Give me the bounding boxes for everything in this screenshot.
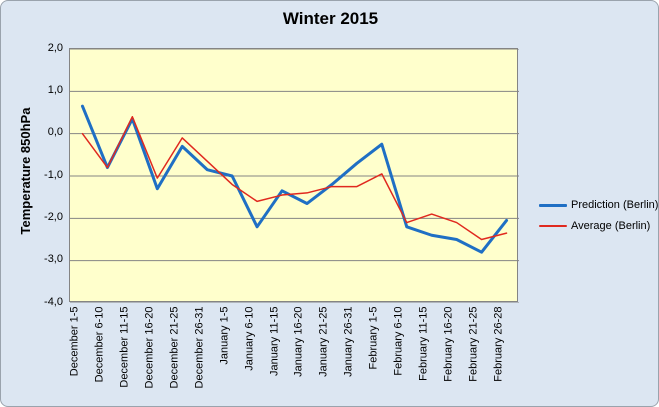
x-tick-label: February 6-10	[392, 306, 405, 376]
x-tick-label: January 21-25	[317, 306, 330, 377]
x-tick-label: February 1-5	[367, 306, 380, 370]
x-tick-label: December 21-25	[168, 306, 181, 389]
average-line-swatch	[539, 225, 567, 227]
y-tick-label: 2,0	[47, 41, 63, 54]
x-tick-label: January 6-10	[243, 306, 256, 371]
y-tick-label: -1,0	[44, 168, 63, 181]
prediction-line-swatch	[539, 203, 567, 207]
y-tick-label: 1,0	[47, 83, 63, 96]
legend: Prediction (Berlin) Average (Berlin)	[539, 199, 659, 241]
chart-title: Winter 2015	[282, 9, 379, 28]
y-tick-label: -2,0	[44, 210, 63, 223]
x-tick-label: January 26-31	[342, 306, 355, 377]
prediction-legend-label: Prediction (Berlin)	[571, 199, 659, 211]
legend-item-prediction: Prediction (Berlin)	[539, 199, 659, 211]
x-tick-label: February 11-15	[417, 306, 430, 381]
series-line-prediction	[80, 104, 509, 254]
x-tick-label: December 1-5	[68, 306, 81, 377]
x-tick-label: January 1-5	[218, 306, 231, 365]
series-line-average	[81, 115, 508, 241]
legend-item-average: Average (Berlin)	[539, 220, 658, 232]
x-tick-label: December 26-31	[193, 306, 206, 389]
x-tick-label: February 21-25	[467, 306, 480, 382]
y-tick-label: -3,0	[44, 253, 63, 266]
x-tick-label: February 16-20	[442, 306, 455, 382]
x-tick-label: December 6-10	[93, 306, 106, 383]
y-tick-label: -4,0	[44, 295, 63, 308]
x-tick-label: December 11-15	[118, 306, 131, 388]
chart-series-canvas	[70, 49, 519, 303]
x-tick-label: December 16-20	[143, 306, 156, 389]
plot-area	[69, 48, 519, 303]
x-tick-label: January 16-20	[292, 306, 305, 377]
x-tick-label: January 11-15	[268, 306, 281, 377]
average-legend-label: Average (Berlin)	[571, 220, 651, 232]
x-tick-label: February 26-28	[492, 306, 505, 382]
y-tick-label: 0,0	[47, 126, 63, 139]
